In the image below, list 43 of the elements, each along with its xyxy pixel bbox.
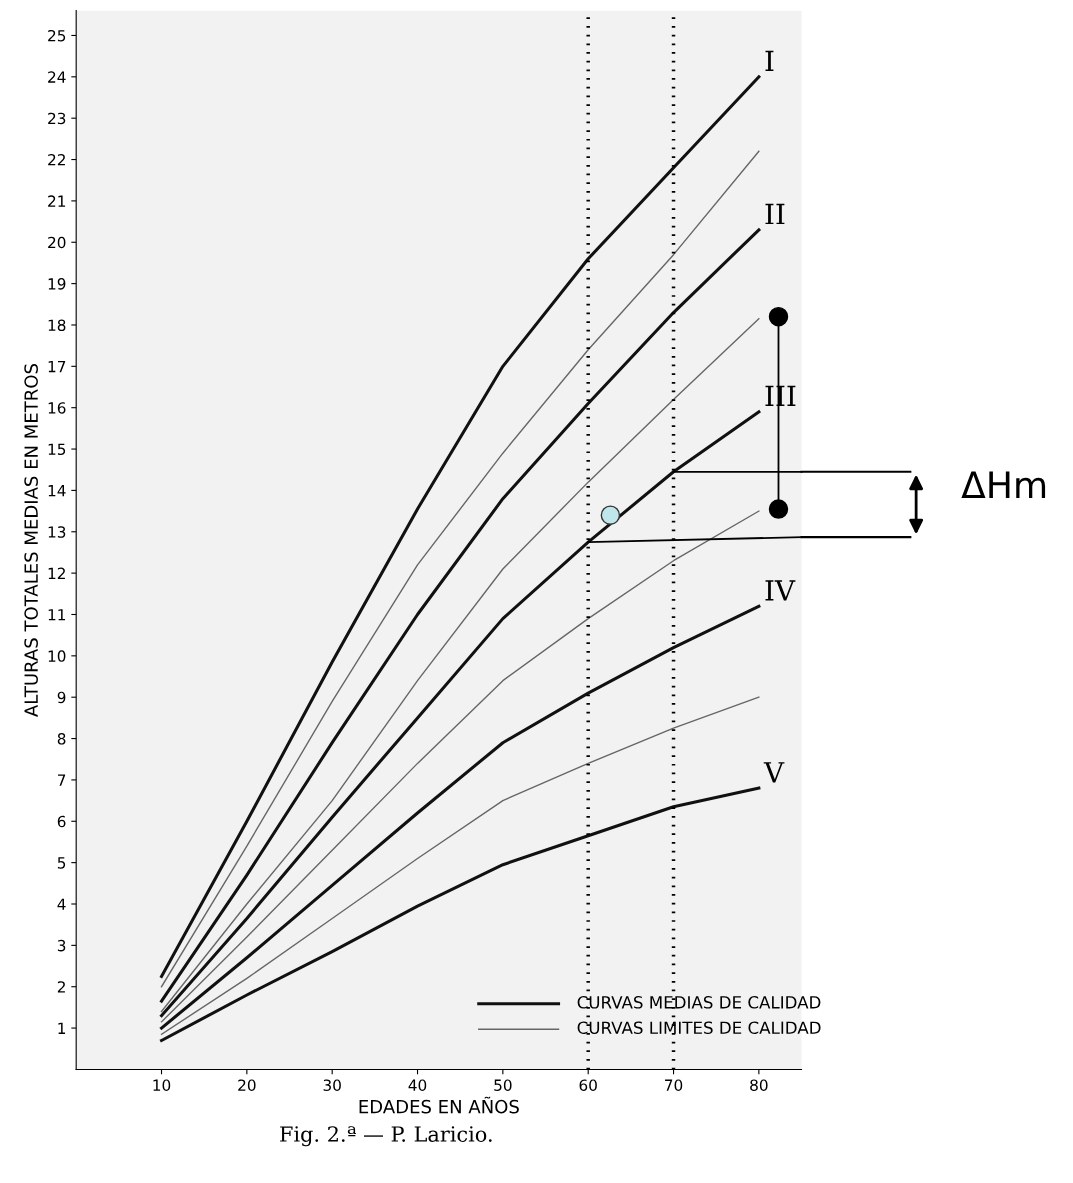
- x-tick-label: 60: [579, 1079, 597, 1091]
- y-tick-label: 14: [48, 485, 66, 497]
- y-tick-label: 22: [48, 154, 65, 166]
- y-tick-label: 18: [48, 319, 66, 331]
- series-label: II: [765, 203, 785, 225]
- annotation: CURVAS LIMITES DE CALIDAD: [577, 1021, 821, 1035]
- x-tick-label: 70: [665, 1079, 683, 1091]
- text: ΔHm: [961, 471, 1046, 498]
- series-label: V: [763, 762, 785, 783]
- y-tick-label: 13: [48, 526, 66, 538]
- series-label: I: [765, 50, 774, 72]
- y-tick-label: 11: [48, 609, 66, 621]
- x-tick-label: 20: [238, 1079, 256, 1091]
- y-axis-title: ALTURAS TOTALES MEDIAS EN METROS: [24, 364, 38, 717]
- y-tick-label: 10: [48, 650, 66, 662]
- y-tick-label: 3: [57, 939, 66, 952]
- y-tick-label: 4: [57, 898, 66, 910]
- y-tick-label: 25: [48, 29, 66, 42]
- y-tick-label: 17: [48, 361, 66, 373]
- x-tick-label: 40: [408, 1079, 427, 1091]
- y-tick-label: 15: [48, 443, 66, 456]
- y-tick-label: 19: [48, 278, 66, 290]
- y-tick-label: 21: [48, 195, 66, 207]
- x-tick-label: 50: [494, 1079, 512, 1091]
- x-axis-title: EDADES EN AÑOS: [359, 1096, 519, 1114]
- series-label: IV: [765, 580, 796, 601]
- y-tick-label: 6: [57, 815, 66, 828]
- y-tick-label: 23: [48, 112, 66, 125]
- y-tick-label: 9: [57, 691, 66, 704]
- annotation: CURVAS MEDIAS DE CALIDAD: [577, 996, 821, 1009]
- x-tick-label: 30: [323, 1079, 341, 1091]
- x-tick-label: 80: [750, 1079, 768, 1091]
- y-tick-label: 16: [48, 402, 66, 414]
- y-tick-label: 5: [57, 857, 66, 869]
- y-tick-label: 20: [48, 236, 66, 249]
- x-tick-label: 10: [153, 1079, 171, 1091]
- y-tick-label: 2: [57, 981, 65, 993]
- y-tick-label: 1: [58, 1022, 66, 1034]
- y-tick-label: 8: [57, 733, 66, 745]
- text: Fig. 2.ª — P. Laricio.: [280, 1126, 492, 1147]
- y-tick-label: 12: [48, 567, 65, 579]
- y-tick-label: 7: [57, 774, 66, 786]
- y-tick-label: 24: [48, 71, 66, 83]
